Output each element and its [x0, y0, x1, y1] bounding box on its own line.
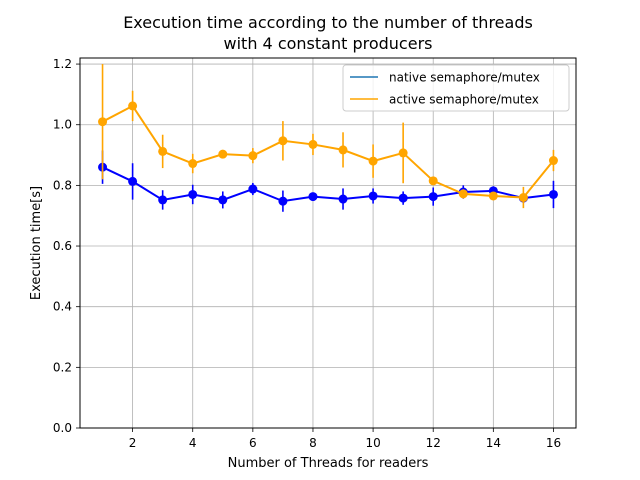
chart-title-line-1: Execution time according to the number o…	[123, 13, 533, 32]
x-tick-label: 10	[365, 436, 380, 450]
data-point	[308, 139, 318, 149]
data-point	[188, 189, 198, 199]
legend-item: active semaphore/mutex	[350, 93, 539, 107]
x-tick-label: 4	[189, 436, 197, 450]
x-tick-label: 12	[426, 436, 441, 450]
legend-label: active semaphore/mutex	[389, 93, 539, 107]
data-point	[338, 194, 348, 204]
series-line	[102, 104, 555, 199]
y-axis: 0.0 0.2 0.4 0.6 0.8 1.0 1.2	[53, 57, 80, 435]
legend: native semaphore/mutex active semaphore/m…	[342, 64, 570, 112]
y-tick-label: 0.6	[53, 239, 72, 253]
y-tick-label: 0.0	[53, 421, 72, 435]
y-tick-label: 1.0	[53, 118, 72, 132]
chart-title-line-2: with 4 constant producers	[224, 34, 433, 53]
data-point	[218, 195, 228, 205]
series-1	[98, 150, 558, 212]
data-point	[308, 192, 318, 202]
legend-item: native semaphore/mutex	[350, 71, 540, 85]
y-axis-label: Execution time[s]	[29, 186, 44, 300]
grid	[80, 58, 576, 429]
plot-series	[98, 64, 558, 212]
series-line	[102, 166, 554, 203]
data-point	[398, 193, 408, 203]
data-point	[428, 176, 438, 186]
chart-title: Execution time according to the number o…	[123, 13, 533, 53]
plot-frame	[79, 57, 577, 429]
data-point	[248, 184, 258, 194]
data-point	[128, 176, 138, 186]
data-point	[98, 117, 108, 127]
x-tick-label: 16	[546, 436, 561, 450]
data-point	[458, 189, 468, 199]
x-tick-label: 8	[309, 436, 317, 450]
x-axis-label: Number of Threads for readers	[228, 456, 429, 471]
data-point	[368, 156, 378, 166]
data-point	[368, 191, 378, 201]
data-point	[548, 156, 558, 166]
data-point	[338, 145, 348, 155]
x-axis: 2 4 6 8 10 12 14 16	[129, 428, 561, 450]
x-tick-label: 2	[129, 436, 137, 450]
data-point	[218, 149, 228, 159]
legend-box	[342, 64, 570, 112]
x-tick-label: 6	[249, 436, 257, 450]
data-point	[158, 195, 168, 205]
data-point	[128, 101, 138, 111]
x-tick-label: 14	[486, 436, 501, 450]
y-tick-label: 0.4	[53, 300, 72, 314]
data-point	[248, 151, 258, 161]
data-point	[548, 189, 558, 199]
data-point	[278, 136, 288, 146]
y-tick-label: 0.8	[53, 178, 72, 192]
data-point	[488, 191, 498, 201]
series-2	[98, 64, 558, 209]
data-point	[428, 192, 438, 202]
data-point	[518, 193, 528, 203]
data-point	[158, 146, 168, 156]
legend-label: native semaphore/mutex	[389, 71, 540, 85]
data-point	[278, 196, 288, 206]
y-tick-label: 0.2	[53, 360, 72, 374]
data-point	[398, 148, 408, 158]
data-point	[188, 159, 198, 169]
y-tick-label: 1.2	[53, 57, 72, 71]
